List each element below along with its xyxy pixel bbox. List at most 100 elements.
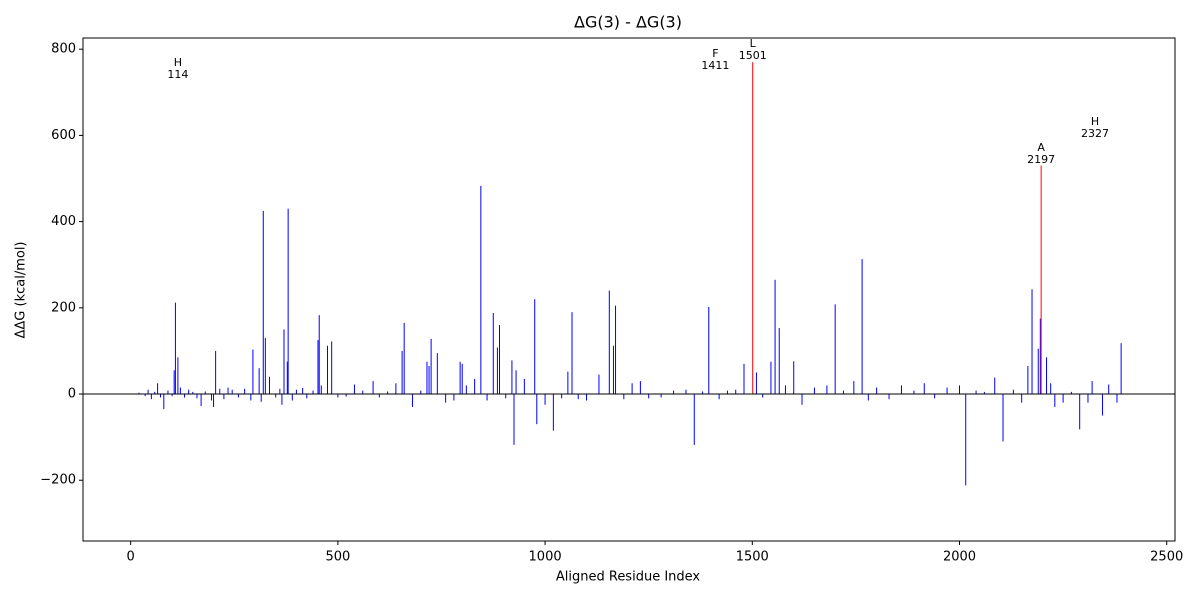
bar xyxy=(511,360,513,395)
bar xyxy=(726,390,728,395)
bar xyxy=(598,374,600,395)
bar xyxy=(312,390,314,395)
bar xyxy=(842,390,844,395)
bar xyxy=(631,383,633,395)
y-tick-label: 0 xyxy=(68,387,76,402)
bar xyxy=(428,366,430,395)
bar xyxy=(378,394,380,398)
annotation-index: 114 xyxy=(167,68,188,81)
bar xyxy=(770,361,772,395)
bar xyxy=(702,391,704,395)
x-axis-label: Aligned Residue Index xyxy=(556,570,701,585)
y-tick-label: 400 xyxy=(51,214,76,229)
bar xyxy=(287,208,289,395)
chart-title: ΔG(3) - ΔG(3) xyxy=(574,13,682,32)
bar xyxy=(480,185,482,395)
bar xyxy=(331,341,333,395)
bar xyxy=(327,345,329,395)
bar xyxy=(250,394,252,401)
bar xyxy=(853,381,855,395)
bar xyxy=(1046,357,1048,395)
bar xyxy=(154,391,156,395)
bar xyxy=(615,305,617,395)
bar xyxy=(639,381,641,395)
annotation-index: 2197 xyxy=(1027,153,1055,166)
bar xyxy=(345,394,347,397)
bar xyxy=(1108,384,1110,395)
bar xyxy=(306,394,308,399)
bar xyxy=(965,394,967,486)
bar xyxy=(693,394,695,445)
bar xyxy=(337,394,339,398)
bar xyxy=(157,383,159,395)
bar xyxy=(752,62,754,395)
bar xyxy=(286,361,288,395)
bar xyxy=(735,389,737,395)
bar xyxy=(755,372,757,395)
bar xyxy=(210,394,212,401)
bar xyxy=(258,368,260,395)
bar xyxy=(561,394,563,399)
bar xyxy=(801,394,803,405)
bar xyxy=(959,385,961,395)
bar xyxy=(430,338,432,395)
bar xyxy=(436,353,438,395)
bar xyxy=(403,322,405,395)
bar xyxy=(834,304,836,395)
bar xyxy=(1091,381,1093,395)
x-tick-label: 500 xyxy=(325,550,350,565)
bar xyxy=(320,385,322,395)
bar xyxy=(774,279,776,395)
bar xyxy=(1054,394,1056,407)
x-tick-label: 1000 xyxy=(529,550,562,565)
bar xyxy=(362,390,364,395)
bar xyxy=(215,350,217,395)
bar xyxy=(237,394,239,398)
bar xyxy=(1062,394,1064,403)
bar xyxy=(302,387,304,395)
annotation-residue: L xyxy=(750,37,757,50)
plot-frame xyxy=(82,37,1176,542)
bar xyxy=(913,390,915,395)
bar xyxy=(174,302,176,395)
bar xyxy=(147,389,149,395)
bar xyxy=(223,394,225,400)
bar xyxy=(523,378,525,395)
annotation-index: 2327 xyxy=(1081,127,1109,140)
bar xyxy=(586,394,588,401)
bar xyxy=(505,394,507,399)
bar xyxy=(888,394,890,400)
bar xyxy=(1002,394,1004,442)
annotation-residue: H xyxy=(1091,115,1099,128)
bar xyxy=(946,387,948,395)
bar xyxy=(544,394,546,405)
bar xyxy=(784,385,786,395)
y-tick-label: −200 xyxy=(40,473,76,488)
bar xyxy=(184,394,186,398)
bar xyxy=(1039,318,1041,395)
bar xyxy=(420,390,422,395)
bar xyxy=(179,387,181,395)
bar xyxy=(648,394,650,399)
bar xyxy=(192,391,194,395)
bar xyxy=(498,325,500,395)
bar xyxy=(474,378,476,395)
bar xyxy=(264,337,266,395)
bar xyxy=(244,388,246,395)
bar xyxy=(138,392,140,395)
bar xyxy=(492,312,494,395)
bar xyxy=(1037,348,1039,395)
bar xyxy=(279,388,281,395)
bar xyxy=(673,390,675,395)
bar xyxy=(567,371,569,395)
bar xyxy=(1120,343,1122,395)
bar xyxy=(281,394,283,405)
bar xyxy=(778,328,780,395)
x-tick-label: 2500 xyxy=(1150,550,1183,565)
bar xyxy=(163,394,165,410)
annotation-residue: F xyxy=(712,47,718,60)
bar xyxy=(401,350,403,395)
bar xyxy=(144,394,146,397)
bar xyxy=(923,383,925,395)
